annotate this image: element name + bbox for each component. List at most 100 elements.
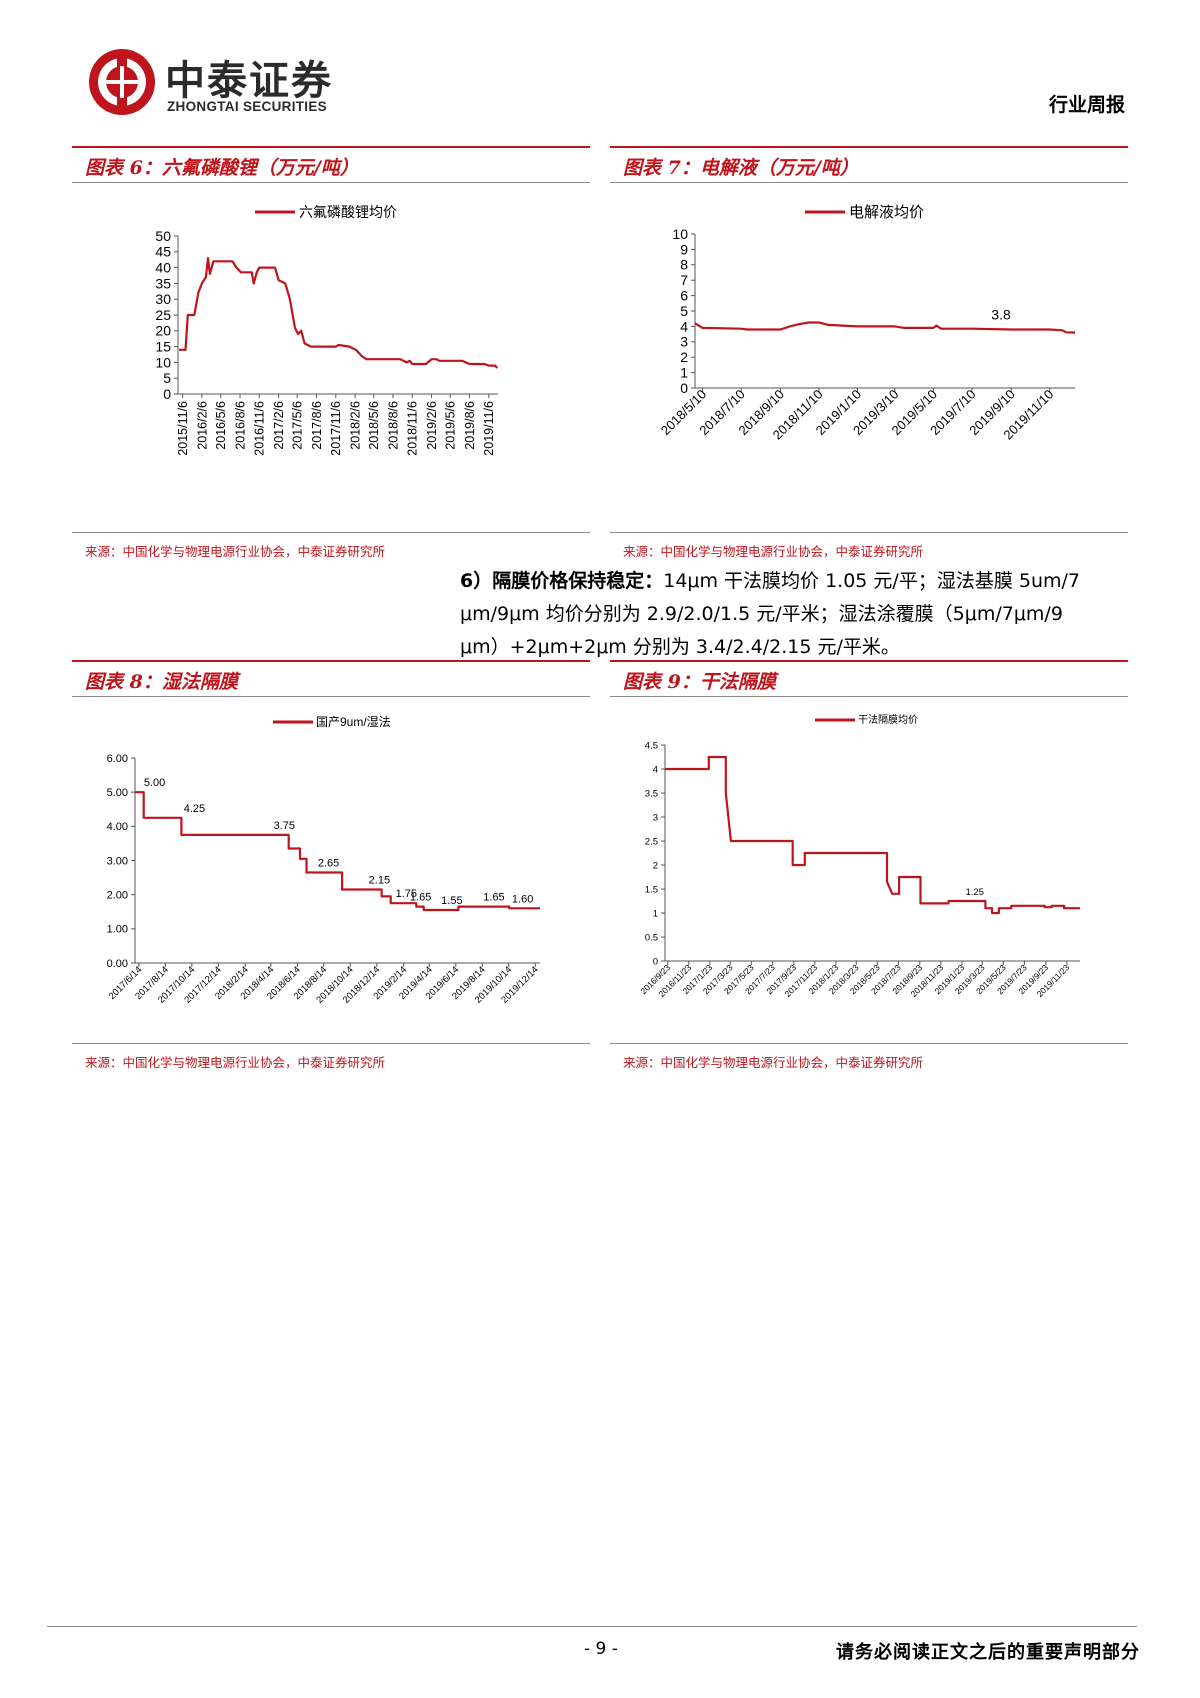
y-tick-label: 3.5 [645, 788, 658, 799]
y-tick-label: 8 [680, 257, 688, 273]
legend-label: 电解液均价 [849, 204, 924, 221]
y-tick-label: 25 [155, 307, 171, 323]
y-tick-label: 0 [163, 386, 171, 402]
x-tick-label: 2019/5/6 [444, 401, 458, 450]
data-label: 1.65 [483, 892, 504, 904]
figure-8-bottom-rule [72, 1043, 590, 1044]
paragraph-heading: 6）隔膜价格保持稳定： [460, 570, 664, 592]
data-label: 4.25 [184, 803, 205, 815]
y-tick-label: 1 [680, 365, 688, 381]
y-tick-label: 10 [672, 226, 688, 242]
paragraph-line-3: μm）+2μm+2μm 分别为 3.4/2.4/2.15 元/平米。 [460, 636, 900, 658]
y-tick-label: 35 [155, 275, 171, 291]
series-line [179, 256, 499, 369]
data-label: 2.65 [318, 857, 339, 869]
figure-7-source: 来源：中国化学与物理电源行业协会，中泰证券研究所 [623, 544, 924, 559]
x-tick-label: 2016/11/6 [253, 401, 267, 456]
y-tick-label: 30 [155, 291, 171, 307]
y-tick-label: 0.00 [107, 958, 128, 970]
x-tick-label: 2017/11/6 [329, 401, 343, 456]
y-tick-label: 1 [653, 908, 658, 919]
chart-legend: 干法隔膜均价 [815, 713, 918, 726]
y-tick-label: 10 [155, 354, 171, 370]
figure-7-title: 图表 7：电解液（万元/吨） [623, 157, 859, 179]
figure-9-title: 图表 9：干法隔膜 [623, 671, 776, 693]
y-tick-label: 4 [680, 318, 688, 334]
series-line [694, 321, 1076, 334]
y-tick-label: 5 [680, 303, 688, 319]
y-tick-label: 3 [653, 812, 658, 823]
y-tick-label: 4.5 [645, 740, 658, 751]
chart-legend: 六氟磷酸锂均价 [255, 204, 397, 220]
chart-legend: 电解液均价 [805, 204, 924, 221]
y-tick-label: 20 [155, 323, 171, 339]
figure-7-bottom-rule [610, 532, 1128, 533]
y-tick-label: 3.00 [107, 855, 128, 867]
zhongtai-logo-icon [89, 49, 155, 115]
data-label: 2.15 [369, 875, 390, 887]
y-tick-label: 0 [680, 380, 688, 396]
figure-9-bottom-rule [610, 1043, 1128, 1044]
x-tick-label: 2016/5/6 [214, 401, 228, 450]
figure-7-title-rule [610, 182, 1128, 183]
figure-6-source: 来源：中国化学与物理电源行业协会，中泰证券研究所 [85, 544, 386, 559]
figure-8-source: 来源：中国化学与物理电源行业协会，中泰证券研究所 [85, 1055, 386, 1070]
y-tick-label: 0.5 [645, 932, 658, 943]
data-label: 1.75 [396, 888, 417, 900]
x-tick-label: 2016/2/6 [195, 401, 209, 450]
legend-label: 六氟磷酸锂均价 [299, 204, 397, 220]
footer-disclaimer: 请务必阅读正文之后的重要声明部分 [836, 1642, 1140, 1663]
legend-label: 干法隔膜均价 [858, 713, 918, 726]
data-label: 5.00 [144, 777, 165, 789]
x-tick-label: 2018/2/6 [348, 401, 362, 450]
y-tick-label: 45 [155, 244, 171, 260]
data-label: 1.25 [965, 887, 984, 898]
y-tick-label: 1.00 [107, 924, 128, 936]
figure-6-bottom-rule [72, 532, 590, 533]
y-tick-label: 0 [653, 956, 658, 967]
data-label: 1.60 [512, 893, 533, 905]
x-tick-label: 2019/2/6 [425, 401, 439, 450]
paragraph-line-2: μm/9μm 均价分别为 2.9/2.0/1.5 元/平米；湿法涂覆膜（5μm/… [460, 603, 1063, 625]
figure-6-title: 图表 6：六氟磷酸锂（万元/吨） [85, 157, 359, 179]
y-tick-label: 2.00 [107, 890, 128, 902]
page-number: - 9 - [584, 1639, 618, 1659]
data-label: 1.65 [410, 892, 431, 904]
figure-9-top-rule [610, 660, 1128, 662]
y-tick-label: 7 [680, 272, 688, 288]
figure-8-top-rule [72, 660, 590, 662]
y-tick-label: 6 [680, 288, 688, 304]
y-tick-label: 50 [155, 228, 171, 244]
data-label: 3.8 [991, 306, 1011, 322]
y-tick-label: 2 [653, 860, 658, 871]
data-label: 3.75 [274, 820, 295, 832]
y-tick-label: 4.00 [107, 821, 128, 833]
y-tick-label: 3 [680, 334, 688, 350]
figure-6-top-rule [72, 146, 590, 148]
x-tick-label: 2019/8/6 [463, 401, 477, 450]
report-type: 行业周报 [1048, 94, 1125, 116]
paragraph-line-1-text: 14μm 干法膜均价 1.05 元/平；湿法基膜 5um/7 [663, 570, 1081, 592]
x-tick-label: 2016/8/6 [233, 401, 247, 450]
series-line [135, 791, 540, 912]
data-label: 1.55 [441, 895, 462, 907]
y-tick-label: 5 [163, 370, 171, 386]
electrolyte-price-chart: 电解液均价 0123456789102018/5/102018/7/102018… [658, 204, 1076, 442]
figure-9-source: 来源：中国化学与物理电源行业协会，中泰证券研究所 [623, 1055, 924, 1070]
x-tick-label: 2017/5/6 [291, 401, 305, 450]
series-line [665, 755, 1080, 915]
y-tick-label: 2 [680, 349, 688, 365]
x-tick-label: 2018/11/6 [406, 401, 420, 456]
x-tick-label: 2017/8/6 [310, 401, 324, 450]
chart-legend: 国产9um/湿法 [273, 714, 391, 729]
y-tick-label: 9 [680, 241, 688, 257]
legend-label: 国产9um/湿法 [316, 714, 391, 729]
company-name-en: ZHONGTAI SECURITIES [167, 99, 327, 114]
y-tick-label: 1.5 [645, 884, 658, 895]
x-tick-label: 2018/5/6 [367, 401, 381, 450]
company-name-cn: 中泰证券 [165, 58, 333, 104]
y-tick-label: 6.00 [107, 753, 128, 765]
footer-rule [47, 1626, 1137, 1627]
y-tick-label: 5.00 [107, 787, 128, 799]
